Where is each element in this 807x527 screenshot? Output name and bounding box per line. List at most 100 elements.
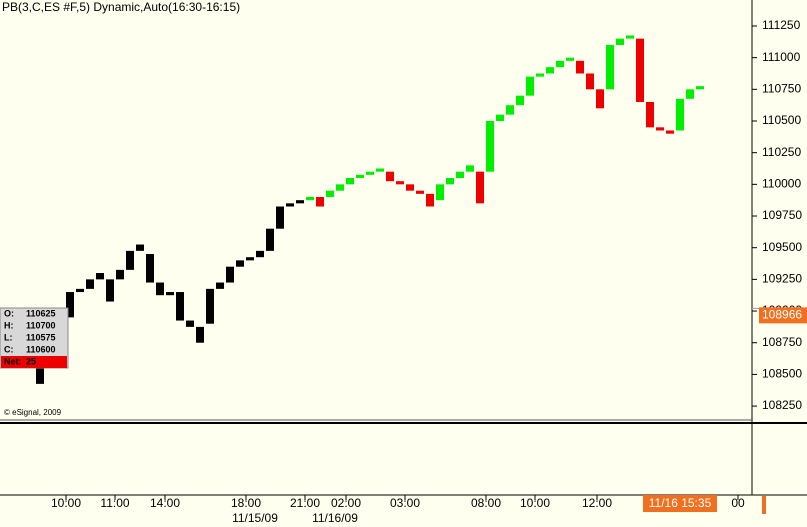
brick bbox=[466, 165, 474, 172]
current-time-label: 11/16 15:35 bbox=[649, 496, 712, 510]
brick bbox=[656, 127, 664, 131]
brick bbox=[626, 35, 634, 39]
brick bbox=[596, 89, 604, 109]
y-tick-label: 111250 bbox=[762, 18, 801, 32]
brick bbox=[186, 320, 194, 327]
y-tick-label: 109750 bbox=[762, 208, 802, 222]
date-label: 11/16/09 bbox=[312, 511, 358, 525]
x-tick-label: 02:00 bbox=[331, 496, 361, 510]
brick bbox=[696, 86, 704, 90]
info-label: L: bbox=[4, 332, 13, 342]
brick bbox=[196, 326, 204, 343]
brick bbox=[286, 203, 294, 207]
brick bbox=[116, 269, 124, 280]
x-tick-label: 11:00 bbox=[100, 496, 129, 510]
date-label: 11/15/09 bbox=[232, 511, 278, 525]
brick bbox=[376, 168, 384, 172]
brick bbox=[126, 250, 134, 270]
brick bbox=[686, 89, 694, 99]
brick bbox=[106, 279, 114, 302]
brick bbox=[346, 178, 354, 185]
y-tick-label: 108750 bbox=[762, 335, 802, 349]
brick bbox=[356, 174, 364, 179]
brick bbox=[326, 190, 334, 198]
brick bbox=[556, 60, 564, 68]
brick bbox=[666, 130, 674, 134]
brick bbox=[166, 292, 174, 296]
brick bbox=[216, 282, 224, 289]
brick bbox=[386, 171, 394, 182]
y-tick-label: 111000 bbox=[762, 50, 801, 64]
brick bbox=[366, 171, 374, 175]
info-label: Net: bbox=[4, 356, 22, 366]
brick bbox=[266, 228, 274, 251]
brick bbox=[96, 273, 104, 280]
brick bbox=[646, 101, 654, 128]
time-marker bbox=[762, 496, 766, 514]
info-value: 110575 bbox=[26, 332, 56, 342]
y-tick-label: 109250 bbox=[762, 272, 802, 286]
brick bbox=[676, 98, 684, 131]
x-tick-label: 03:00 bbox=[390, 496, 420, 510]
brick bbox=[526, 76, 534, 96]
y-tick-label: 110000 bbox=[762, 177, 801, 191]
info-value: 110700 bbox=[26, 320, 56, 330]
brick bbox=[246, 257, 254, 261]
brick bbox=[516, 95, 524, 106]
info-label: H: bbox=[4, 320, 14, 330]
brick bbox=[256, 250, 264, 258]
brick bbox=[136, 244, 144, 251]
info-label: C: bbox=[4, 344, 14, 354]
brick bbox=[406, 184, 414, 191]
brick bbox=[66, 292, 74, 318]
brick bbox=[576, 60, 584, 74]
brick bbox=[416, 190, 424, 194]
x-tick-label: 12:00 bbox=[582, 496, 612, 510]
brick bbox=[436, 184, 444, 201]
brick bbox=[396, 181, 404, 185]
info-value: 110600 bbox=[26, 344, 56, 354]
x-tick-label: 10:00 bbox=[520, 496, 550, 510]
brick bbox=[76, 288, 84, 293]
brick bbox=[616, 38, 624, 45]
info-label: O: bbox=[4, 308, 14, 318]
brick bbox=[276, 206, 284, 229]
brick bbox=[606, 44, 614, 90]
brick bbox=[566, 57, 574, 61]
info-value: 110625 bbox=[26, 308, 56, 318]
current-time-box bbox=[643, 495, 717, 512]
brick bbox=[156, 282, 164, 296]
brick bbox=[536, 73, 544, 77]
brick bbox=[226, 266, 234, 283]
brick bbox=[426, 193, 434, 207]
x-tick-label: 00 bbox=[731, 496, 745, 510]
copyright: © eSignal, 2009 bbox=[4, 408, 62, 417]
brick bbox=[456, 171, 464, 179]
y-tick-label: 110750 bbox=[762, 81, 801, 95]
brick bbox=[336, 184, 344, 191]
y-tick-label: 110500 bbox=[762, 113, 801, 127]
x-tick-label: 21:00 bbox=[290, 496, 320, 510]
x-tick-label: 08:00 bbox=[471, 496, 501, 510]
y-tick-label: 110250 bbox=[762, 145, 801, 159]
brick bbox=[446, 178, 454, 185]
brick bbox=[546, 67, 554, 74]
info-value: 25 bbox=[26, 356, 36, 366]
x-tick-label: 18:00 bbox=[231, 496, 261, 510]
info-net-bg bbox=[1, 356, 67, 368]
brick bbox=[176, 292, 184, 321]
x-tick-label: 10:00 bbox=[51, 496, 81, 510]
brick bbox=[236, 260, 244, 267]
brick bbox=[486, 120, 494, 172]
brick bbox=[316, 197, 324, 207]
brick bbox=[586, 73, 594, 90]
y-tick-label: 108500 bbox=[762, 367, 802, 381]
chart-title: PB(3,C,ES #F,5) Dynamic,Auto(16:30-16:15… bbox=[2, 0, 240, 14]
y-tick-label: 109500 bbox=[762, 240, 802, 254]
brick bbox=[86, 279, 94, 289]
brick bbox=[306, 197, 314, 201]
brick bbox=[206, 288, 214, 324]
brick bbox=[146, 254, 154, 283]
brick bbox=[296, 200, 304, 204]
